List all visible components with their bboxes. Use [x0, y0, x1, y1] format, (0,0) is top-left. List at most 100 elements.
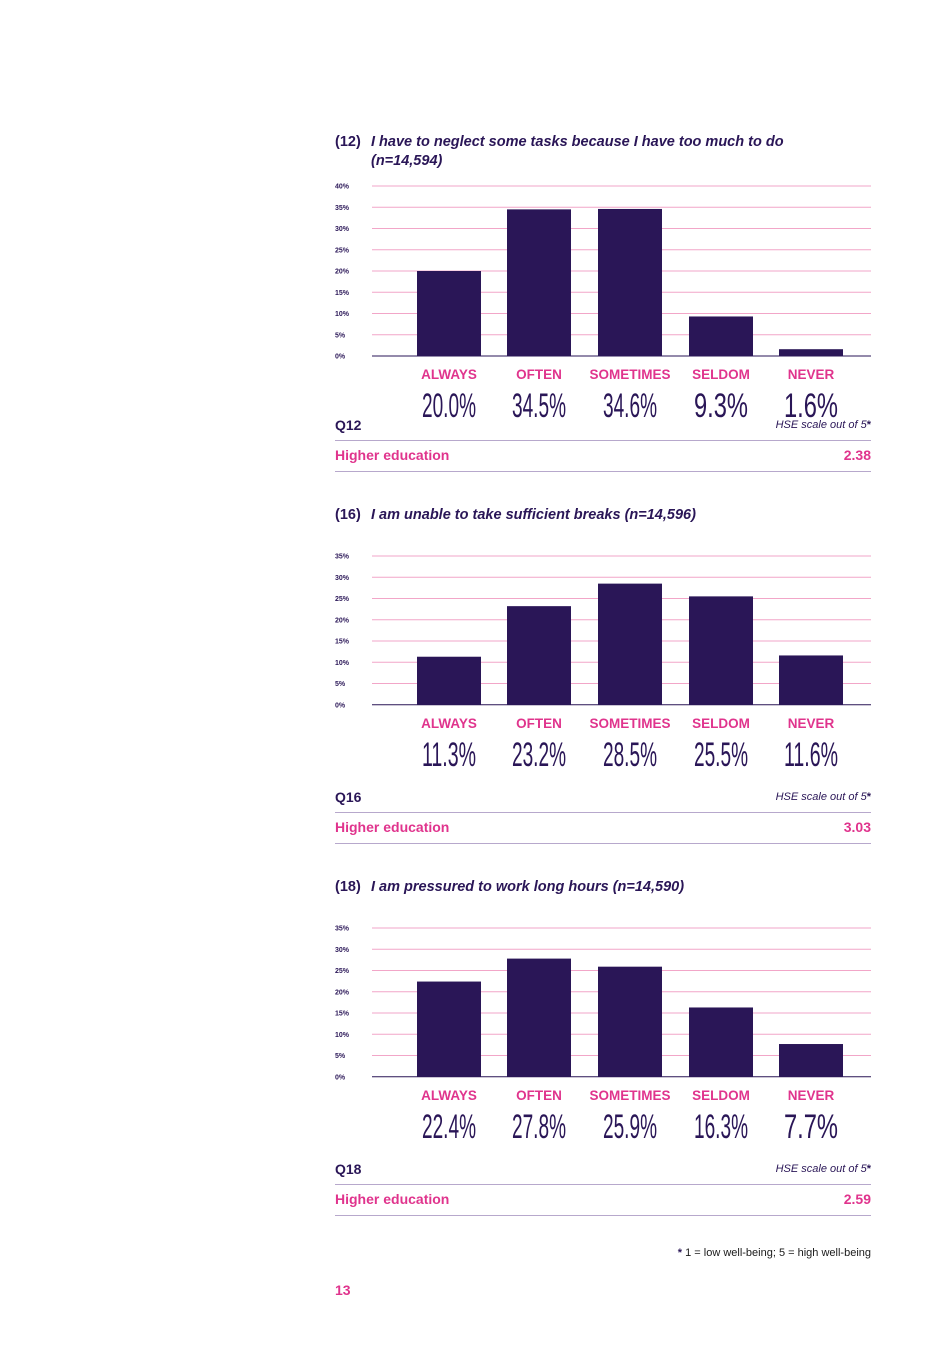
bar — [507, 958, 571, 1077]
data-label: 9.3% — [694, 387, 748, 425]
bar-chart-q18: 0% 5% 10% 15% 20% 25% 30% 35% ALWAYS 22.4% OFTEN 27… — [335, 926, 871, 1146]
divider — [335, 471, 871, 472]
category-label: SOMETIMES — [589, 1088, 670, 1103]
hse-scale-label: HSE scale out of 5* — [775, 1163, 871, 1175]
hse-score: 3.03 — [843, 819, 871, 835]
category-label: SELDOM — [692, 367, 750, 382]
data-label: 34.5% — [512, 387, 566, 425]
category-label: SOMETIMES — [589, 367, 670, 382]
divider — [335, 1215, 871, 1216]
y-tick-label: 0% — [335, 354, 346, 361]
category-label: ALWAYS — [421, 367, 477, 382]
question-text-line2: (n=14,594) — [371, 153, 443, 169]
bar — [779, 655, 843, 705]
bar — [507, 209, 571, 356]
y-tick-label: 5% — [335, 1053, 346, 1060]
bar — [598, 583, 662, 705]
y-tick-label: 35% — [335, 926, 350, 933]
y-tick-label: 35% — [335, 554, 350, 561]
y-tick-label: 5% — [335, 332, 346, 339]
data-label: 25.5% — [694, 736, 748, 774]
page-number: 13 — [335, 1282, 351, 1298]
bar — [507, 606, 571, 705]
data-label: 22.4% — [422, 1108, 476, 1146]
data-label: 28.5% — [603, 736, 657, 774]
y-tick-label: 20% — [335, 617, 350, 624]
bar — [689, 596, 753, 705]
bar — [417, 656, 481, 705]
bar — [689, 316, 753, 356]
category-label: OFTEN — [516, 1088, 562, 1103]
sector-label: Higher education — [335, 1191, 450, 1207]
chart-section-q12: (12) I have to neglect some tasks because… — [335, 133, 871, 505]
data-label: 34.6% — [603, 387, 657, 425]
hse-scale-label: HSE scale out of 5* — [775, 419, 871, 431]
y-tick-label: 30% — [335, 947, 350, 954]
y-tick-label: 10% — [335, 311, 350, 318]
question-number: (18) — [335, 879, 361, 895]
category-label: SOMETIMES — [589, 716, 670, 731]
question-code: Q16 — [335, 789, 362, 805]
chart-title: (16) I am unable to take sufficient break… — [335, 506, 871, 525]
bar — [417, 981, 481, 1077]
question-text: I am unable to take sufficient breaks (n… — [371, 507, 696, 523]
category-label: ALWAYS — [421, 1088, 477, 1103]
bar — [598, 208, 662, 356]
data-label: 25.9% — [603, 1108, 657, 1146]
y-tick-label: 25% — [335, 247, 350, 254]
chart-title: (18) I am pressured to work long hours (n… — [335, 878, 871, 897]
divider — [335, 843, 871, 844]
sector-label: Higher education — [335, 819, 450, 835]
category-label: SELDOM — [692, 1088, 750, 1103]
footnote-star: * — [677, 1247, 683, 1259]
bar — [598, 966, 662, 1077]
y-tick-label: 20% — [335, 269, 350, 276]
data-label: 27.8% — [512, 1108, 566, 1146]
y-tick-label: 0% — [335, 1074, 346, 1081]
category-label: NEVER — [788, 1088, 835, 1103]
data-label: 20.0% — [422, 387, 476, 425]
data-label: 11.6% — [784, 736, 838, 774]
y-tick-label: 20% — [335, 989, 350, 996]
data-label: 16.3% — [694, 1108, 748, 1146]
question-code: Q18 — [335, 1161, 362, 1177]
y-tick-label: 15% — [335, 639, 350, 646]
chart-title: (12) I have to neglect some tasks because… — [335, 133, 871, 171]
category-label: ALWAYS — [421, 716, 477, 731]
category-label: OFTEN — [516, 716, 562, 731]
y-tick-label: 5% — [335, 681, 346, 688]
y-tick-label: 15% — [335, 290, 350, 297]
y-tick-label: 15% — [335, 1011, 350, 1018]
y-tick-label: 10% — [335, 1032, 350, 1039]
y-tick-label: 35% — [335, 205, 350, 212]
y-tick-label: 40% — [335, 184, 350, 191]
y-tick-label: 30% — [335, 226, 350, 233]
divider — [335, 440, 871, 441]
question-number: (16) — [335, 507, 361, 523]
footnote-text: 1 = low well-being; 5 = high well-being — [685, 1247, 871, 1259]
chart-section-q16: (16) I am unable to take sufficient break… — [335, 506, 871, 878]
question-number: (12) — [335, 134, 361, 150]
bar-chart-q16: 0% 5% 10% 15% 20% 25% 30% 35% ALWAYS 11.3% OFTEN 23… — [335, 554, 871, 774]
question-code: Q12 — [335, 417, 362, 433]
y-tick-label: 25% — [335, 596, 350, 603]
y-tick-label: 30% — [335, 575, 350, 582]
question-text: I am pressured to work long hours (n=14,… — [371, 879, 685, 895]
hse-score: 2.38 — [843, 447, 871, 463]
data-label: 11.3% — [422, 736, 476, 774]
bar — [779, 349, 843, 356]
bar-chart-q12: 0% 5% 10% 15% 20% 25% 30% 35% 40% ALWAYS 20.0% OFTE… — [335, 184, 871, 425]
divider — [335, 812, 871, 813]
data-label: 7.7% — [784, 1108, 838, 1146]
data-label: 23.2% — [512, 736, 566, 774]
chart-section-q18: (18) I am pressured to work long hours (n… — [335, 878, 871, 1250]
y-tick-label: 0% — [335, 702, 346, 709]
category-label: OFTEN — [516, 367, 562, 382]
category-label: NEVER — [788, 367, 835, 382]
bar — [689, 1007, 753, 1077]
sector-label: Higher education — [335, 447, 450, 463]
hse-scale-label: HSE scale out of 5* — [775, 791, 871, 803]
hse-score: 2.59 — [843, 1191, 871, 1207]
footnote: * 1 = low well-being; 5 = high well-bein… — [678, 1247, 871, 1259]
category-label: NEVER — [788, 716, 835, 731]
